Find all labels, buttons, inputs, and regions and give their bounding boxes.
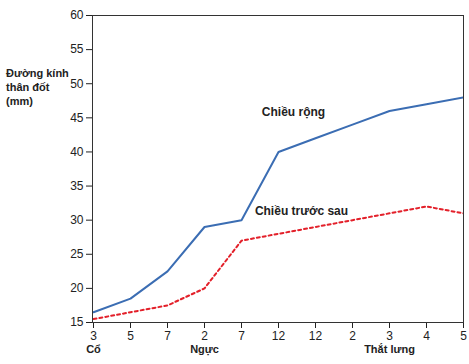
svg-text:40: 40 <box>70 145 84 159</box>
svg-text:50: 50 <box>70 77 84 91</box>
svg-text:30: 30 <box>70 213 84 227</box>
svg-text:3: 3 <box>90 329 97 343</box>
svg-text:20: 20 <box>70 281 84 295</box>
svg-text:7: 7 <box>238 329 245 343</box>
svg-text:Cổ: Cổ <box>86 343 101 355</box>
svg-text:3: 3 <box>386 329 393 343</box>
svg-text:2: 2 <box>201 329 208 343</box>
svg-text:45: 45 <box>70 111 84 125</box>
svg-text:35: 35 <box>70 179 84 193</box>
svg-text:12: 12 <box>272 329 286 343</box>
svg-text:Thắt lưng: Thắt lưng <box>364 343 415 355</box>
svg-text:55: 55 <box>70 42 84 56</box>
svg-text:5: 5 <box>127 329 134 343</box>
svg-text:Chiều rộng: Chiều rộng <box>262 105 325 119</box>
svg-text:12: 12 <box>309 329 323 343</box>
html-text:Đường kính thân đốt (mm): Đường kính thân đốt (mm) <box>6 67 69 107</box>
svg-text:Ngực: Ngực <box>190 343 219 356</box>
svg-text:4: 4 <box>423 329 430 343</box>
svg-text:25: 25 <box>70 247 84 261</box>
svg-text:2: 2 <box>349 329 356 343</box>
svg-text:5: 5 <box>460 329 467 343</box>
svg-text:15: 15 <box>70 315 84 329</box>
svg-text:Chiều trước sau: Chiều trước sau <box>255 204 348 218</box>
svg-text:60: 60 <box>70 8 84 22</box>
svg-text:7: 7 <box>164 329 171 343</box>
